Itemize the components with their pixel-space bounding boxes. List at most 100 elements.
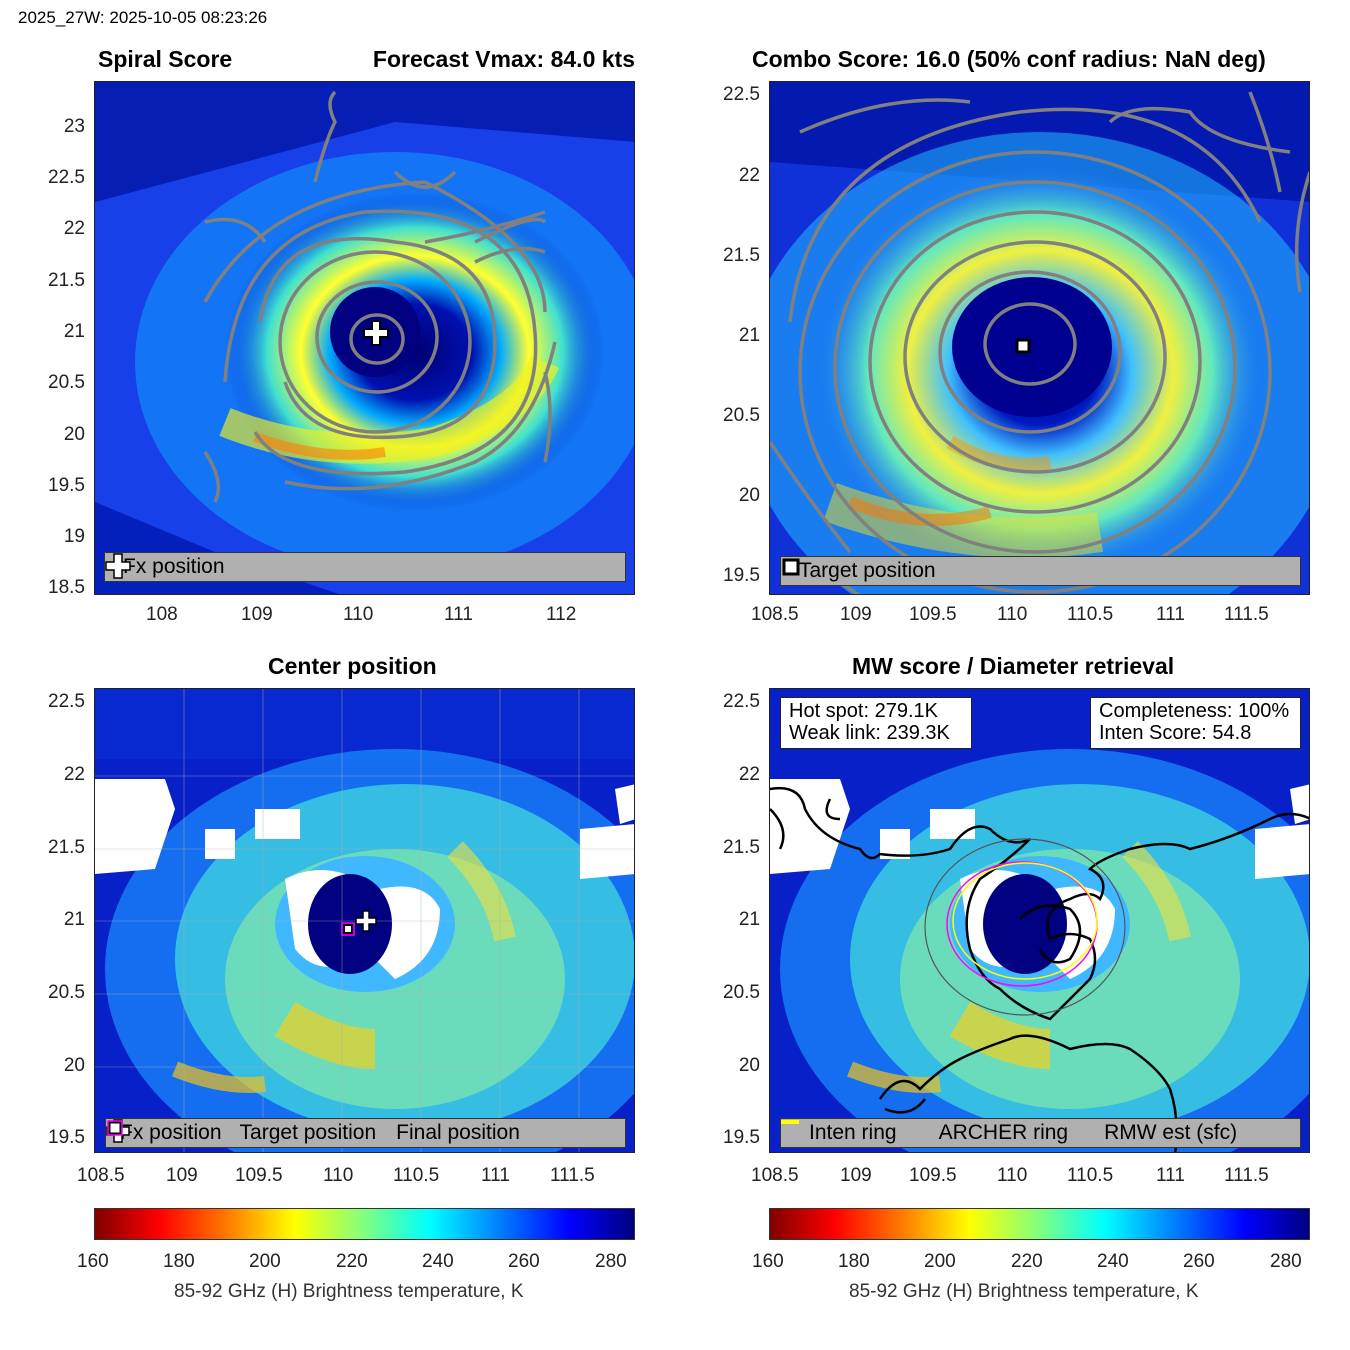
- tr-plot-area: Target position: [769, 81, 1310, 595]
- cbar-right-tick: 180: [838, 1251, 870, 1272]
- cbar-left-tick: 200: [249, 1251, 281, 1272]
- tl-ytick: 21: [63, 321, 85, 342]
- fx-position-marker: [355, 910, 377, 932]
- tr-ytick: 21: [738, 325, 760, 346]
- br-ytick: 20: [738, 1055, 760, 1076]
- br-ytick: 19.5: [723, 1127, 760, 1148]
- bl-legend-final: Final position: [396, 1121, 520, 1144]
- tl-xtick: 112: [546, 604, 577, 625]
- tr-xtick: 108.5: [751, 604, 799, 625]
- br-heatmap: [770, 689, 1309, 1152]
- tr-ytick: 19.5: [723, 565, 760, 586]
- bl-xtick: 110.5: [393, 1165, 440, 1186]
- br-legend-archer: ARCHER ring: [938, 1121, 1069, 1144]
- cbar-right-tick: 240: [1097, 1251, 1129, 1272]
- fx-position-marker: [363, 320, 389, 346]
- br-legend-rmw: RMW est (sfc): [1104, 1121, 1238, 1144]
- inten-score-text: Inten Score: 54.8: [1099, 722, 1252, 744]
- br-coastline: [770, 786, 1309, 1152]
- tr-ytick: 22.5: [723, 84, 760, 105]
- br-ytick: 22.5: [723, 691, 760, 712]
- br-xtick: 109.5: [909, 1165, 957, 1186]
- bl-ytick: 20.5: [48, 982, 85, 1003]
- tr-xtick: 111.5: [1224, 604, 1269, 625]
- tr-legend: Target position: [780, 556, 1301, 586]
- cbar-right-tick: 200: [924, 1251, 956, 1272]
- bl-plot-area: Fx position Target position Final positi…: [94, 688, 635, 1153]
- br-legend: Inten ring ARCHER ring RMW est (sfc): [780, 1118, 1301, 1148]
- br-plot-area: Hot spot: 279.1K Weak link: 239.3K Compl…: [769, 688, 1310, 1153]
- inten-ring: [924, 838, 1126, 1016]
- bl-ytick: 22: [63, 764, 85, 785]
- tl-ytick: 22: [63, 218, 85, 239]
- tl-ytick: 20.5: [48, 372, 85, 393]
- tr-ytick: 20: [738, 485, 760, 506]
- hot-spot-text: Hot spot: 279.1K: [789, 700, 938, 722]
- bl-xtick: 108.5: [77, 1165, 125, 1186]
- tl-ytick: 21.5: [48, 270, 85, 291]
- target-position-icon: [107, 1120, 123, 1136]
- target-position-marker: [1015, 338, 1031, 354]
- bl-legend-fx: Fx position: [120, 1121, 222, 1144]
- bl-xtick: 109.5: [235, 1165, 283, 1186]
- br-xtick: 111: [1156, 1165, 1185, 1186]
- tr-xtick: 110.5: [1067, 604, 1114, 625]
- br-xtick: 110: [997, 1165, 1028, 1186]
- br-ytick: 20.5: [723, 982, 760, 1003]
- tr-heatmap: [770, 82, 1309, 594]
- tl-ytick: 22.5: [48, 167, 85, 188]
- br-ytick: 21.5: [723, 837, 760, 858]
- bl-heatmap: [95, 689, 634, 1152]
- cbar-left-tick: 160: [77, 1251, 109, 1272]
- tl-ytick: 19: [63, 526, 85, 547]
- rmw-ring: [952, 862, 1098, 980]
- rmw-ring-icon: [781, 1120, 799, 1124]
- tr-xtick: 109.5: [909, 604, 957, 625]
- tr-xtick: 109: [840, 604, 872, 625]
- bl-ytick: 19.5: [48, 1127, 85, 1148]
- tl-title-left: Spiral Score: [98, 46, 233, 72]
- tr-ytick: 20.5: [723, 405, 760, 426]
- bl-xtick: 111: [481, 1165, 510, 1186]
- br-infobox-left: Hot spot: 279.1K Weak link: 239.3K: [780, 697, 972, 749]
- cbar-left-tick: 220: [336, 1251, 368, 1272]
- cbar-right-tick: 260: [1183, 1251, 1215, 1272]
- target-position-icon: [782, 558, 800, 576]
- br-rings: [924, 838, 1126, 1016]
- fx-position-icon: [105, 553, 131, 579]
- cbar-left-tick: 280: [595, 1251, 627, 1272]
- colorbar-right-label: 85-92 GHz (H) Brightness temperature, K: [849, 1281, 1199, 1302]
- bl-title: Center position: [268, 653, 437, 679]
- tl-legend: Fx position: [104, 552, 626, 582]
- tl-title-right: Forecast Vmax: 84.0 kts: [372, 46, 635, 72]
- br-legend-inten: Inten ring: [809, 1121, 897, 1144]
- cbar-left-tick: 240: [422, 1251, 454, 1272]
- cbar-left-tick: 260: [508, 1251, 540, 1272]
- cbar-right-tick: 220: [1011, 1251, 1043, 1272]
- tl-xtick: 110: [343, 604, 374, 625]
- tl-heatmap: [95, 82, 634, 594]
- final-position-icon: [107, 1120, 123, 1136]
- bl-ytick: 22.5: [48, 691, 85, 712]
- colorbar-right: [769, 1208, 1310, 1240]
- br-infobox-right: Completeness: 100% Inten Score: 54.8: [1090, 697, 1301, 749]
- tr-xtick: 111: [1156, 604, 1185, 625]
- tr-legend-label: Target position: [799, 559, 936, 582]
- tr-ytick: 21.5: [723, 245, 760, 266]
- bl-ytick: 21.5: [48, 837, 85, 858]
- br-xtick: 108.5: [751, 1165, 799, 1186]
- tl-ytick: 20: [63, 424, 85, 445]
- tl-plot-area: Fx position: [94, 81, 635, 595]
- bl-legend-target: Target position: [239, 1121, 377, 1144]
- colorbar-left: [94, 1208, 635, 1240]
- target-position-marker: [343, 924, 353, 934]
- br-xtick: 109: [840, 1165, 872, 1186]
- br-title: MW score / Diameter retrieval: [852, 653, 1175, 679]
- tl-xtick: 111: [444, 604, 473, 625]
- cbar-right-tick: 160: [752, 1251, 784, 1272]
- tr-xtick: 110: [997, 604, 1028, 625]
- bl-xtick: 110: [323, 1165, 354, 1186]
- completeness-text: Completeness: 100%: [1099, 700, 1290, 722]
- tr-title: Combo Score: 16.0 (50% conf radius: NaN …: [752, 46, 1266, 72]
- tl-ytick: 19.5: [48, 475, 85, 496]
